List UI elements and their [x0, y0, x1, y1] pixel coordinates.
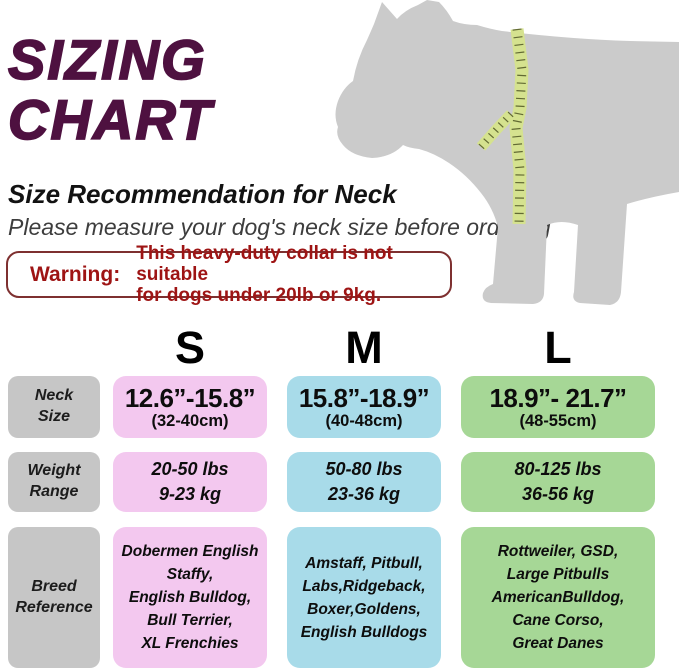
weight-range-m: 50-80 lbs 23-36 kg	[325, 459, 403, 504]
warning-text: This heavy-duty collar is not suitable f…	[136, 243, 393, 306]
breed-reference-cell-l: Rottweiler, GSD, Large Pitbulls American…	[461, 527, 655, 668]
breed-reference-cell-m: Amstaff, Pitbull, Labs,Ridgeback, Boxer,…	[287, 527, 441, 668]
neck-size-inches-m: 15.8”-18.9”	[298, 382, 430, 413]
size-header-m: M	[345, 322, 383, 373]
size-table: S M L Neck Size 12.6”-15.8” (32-40cm) 15…	[8, 322, 655, 668]
neck-size-inches-l: 18.9”- 21.7”	[489, 382, 627, 413]
neck-size-cell-l: 18.9”- 21.7” (48-55cm)	[461, 376, 655, 438]
warning-label: Warning:	[30, 262, 121, 286]
measuring-tape-icon	[476, 28, 529, 225]
neck-size-inches-s: 12.6”-15.8”	[124, 382, 256, 413]
dog-body-shape	[335, 0, 679, 305]
section-subtitle: Size Recommendation for Neck	[8, 179, 397, 209]
neck-size-cell-s: 12.6”-15.8” (32-40cm)	[113, 376, 267, 438]
page-title-line2: CHART	[7, 88, 213, 151]
page-title-line1: SIZING	[7, 28, 207, 91]
neck-size-cm-m: (40-48cm)	[325, 411, 403, 430]
neck-size-cm-s: (32-40cm)	[151, 411, 229, 430]
table-row-weight-range: Weight Range 20-50 lbs 9-23 kg 50-80 lbs…	[8, 452, 655, 512]
breed-list-s: Dobermen English Staffy, English Bulldog…	[121, 543, 259, 652]
weight-range-cell-s: 20-50 lbs 9-23 kg	[113, 452, 267, 512]
page-title: SIZING CHART	[7, 28, 213, 151]
header-spacer	[8, 326, 113, 370]
table-row-breed-reference: Breed Reference Dobermen English Staffy,…	[8, 527, 655, 668]
breed-list-m: Amstaff, Pitbull, Labs,Ridgeback, Boxer,…	[300, 554, 428, 641]
size-table-header: S M L	[8, 322, 655, 373]
weight-range-cell-l: 80-125 lbs 36-56 kg	[461, 452, 655, 512]
dog-silhouette-icon	[335, 0, 679, 305]
row-label-weight-range: Weight Range	[8, 452, 100, 512]
row-label-breed-reference: Breed Reference	[8, 527, 100, 668]
breed-list-l: Rottweiler, GSD, Large Pitbulls American…	[491, 543, 625, 652]
size-header-l: L	[544, 322, 572, 373]
neck-size-cell-m: 15.8”-18.9” (40-48cm)	[287, 376, 441, 438]
table-row-neck-size: Neck Size 12.6”-15.8” (32-40cm) 15.8”-18…	[8, 376, 655, 438]
row-label-neck-size: Neck Size	[8, 376, 100, 438]
weight-range-s: 20-50 lbs 9-23 kg	[151, 459, 229, 504]
weight-range-cell-m: 50-80 lbs 23-36 kg	[287, 452, 441, 512]
neck-size-cm-l: (48-55cm)	[519, 411, 597, 430]
measure-note: Please measure your dog's neck size befo…	[8, 214, 551, 240]
weight-range-l: 80-125 lbs 36-56 kg	[514, 459, 602, 504]
warning-box: Warning: This heavy-duty collar is not s…	[6, 243, 452, 306]
size-header-s: S	[174, 322, 205, 373]
breed-reference-cell-s: Dobermen English Staffy, English Bulldog…	[113, 527, 267, 668]
